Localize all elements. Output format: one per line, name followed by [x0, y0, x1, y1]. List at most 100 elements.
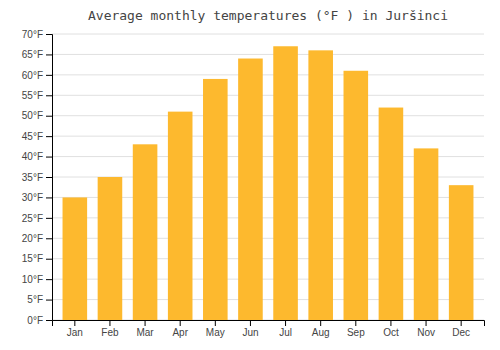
bar — [379, 108, 404, 320]
title: Average monthly temperatures (°F ) in Ju… — [88, 8, 448, 23]
y-tick: 20°F — [22, 233, 52, 244]
y-tick: 70°F — [22, 29, 52, 40]
y-tick-label: 45°F — [22, 131, 43, 142]
bar — [449, 185, 474, 320]
x-tick: Jan — [67, 320, 83, 338]
y-tick-mark — [46, 218, 52, 219]
x-tick-mark — [215, 320, 216, 326]
y-tick-mark — [46, 116, 52, 117]
x-axis-line — [53, 321, 485, 327]
bar — [344, 71, 369, 320]
bars — [63, 46, 474, 320]
y-tick: 65°F — [22, 49, 52, 60]
y-tick: 35°F — [22, 172, 52, 183]
y-tick: 0°F — [27, 315, 52, 326]
x-tick-label: Aug — [312, 327, 330, 338]
bar — [98, 177, 123, 320]
x-tick: Aug — [312, 320, 330, 338]
x-tick-mark — [461, 320, 462, 326]
y-tick-mark — [46, 95, 52, 96]
x-tick-label: Apr — [172, 327, 188, 338]
y-tick-mark — [46, 300, 52, 301]
x-tick-label: Mar — [136, 327, 154, 338]
x-tick-mark — [109, 320, 110, 326]
y-tick-label: 70°F — [22, 29, 43, 40]
grid-line — [52, 136, 484, 137]
y-tick: 25°F — [22, 213, 52, 224]
x-tick: Nov — [417, 320, 435, 338]
y-tick-label: 55°F — [22, 90, 43, 101]
y-tick-mark — [46, 136, 52, 137]
y-tick-label: 40°F — [22, 151, 43, 162]
bar — [168, 112, 193, 320]
x-tick-mark — [145, 320, 146, 326]
y-tick-label: 50°F — [22, 110, 43, 121]
bar — [273, 46, 298, 320]
x-tick-mark — [355, 320, 356, 326]
x-tick-label: Feb — [101, 327, 119, 338]
y-axis-line — [46, 35, 53, 321]
x-tick: Oct — [383, 320, 399, 338]
x-tick: Mar — [136, 320, 154, 338]
bar — [63, 197, 88, 320]
grid — [52, 34, 484, 320]
y-tick-label: 25°F — [22, 213, 43, 224]
x-tick-label: Dec — [452, 327, 470, 338]
y-axis: 0°F 5°F 10°F 15°F 20°F 25°F 30°F 35°F 40°F 45°F 50… — [22, 29, 53, 326]
y-tick: 55°F — [22, 90, 52, 101]
x-tick-mark — [74, 320, 75, 326]
x-tick-mark — [320, 320, 321, 326]
x-tick: May — [206, 320, 225, 338]
x-tick-mark — [285, 320, 286, 326]
plot: 0°F 5°F 10°F 15°F 20°F 25°F 30°F 35°F 40°F 45°F 50… — [22, 29, 485, 338]
x-tick: Feb — [101, 320, 119, 338]
x-tick-label: Jul — [279, 327, 292, 338]
y-tick-label: 30°F — [22, 192, 43, 203]
x-tick: Dec — [452, 320, 470, 338]
y-tick: 15°F — [22, 253, 52, 264]
y-tick: 60°F — [22, 70, 52, 81]
bar — [203, 79, 228, 320]
bar — [238, 59, 263, 320]
x-tick-label: Oct — [383, 327, 399, 338]
x-tick-mark — [426, 320, 427, 326]
y-tick-label: 10°F — [22, 274, 43, 285]
grid-line — [52, 115, 484, 116]
y-tick-label: 5°F — [27, 294, 43, 305]
x-axis: Jan Feb Mar Apr May Jun Jul Aug Sep Oct Nov Dec — [53, 320, 485, 338]
bar — [308, 50, 333, 320]
x-tick-label: Jun — [242, 327, 258, 338]
y-tick-label: 60°F — [22, 70, 43, 81]
chart: 0°F 5°F 10°F 15°F 20°F 25°F 30°F 35°F 40°F 45°F 50… — [0, 0, 500, 350]
x-tick-label: Jan — [67, 327, 83, 338]
x-tick: Apr — [172, 320, 188, 338]
x-tick-label: Nov — [417, 327, 435, 338]
y-tick: 30°F — [22, 192, 52, 203]
y-tick-mark — [46, 157, 52, 158]
grid-line — [52, 54, 484, 55]
bar — [414, 148, 439, 320]
bar — [133, 144, 158, 320]
y-tick-mark — [46, 238, 52, 239]
y-tick-mark — [46, 75, 52, 76]
x-tick: Jul — [279, 320, 292, 338]
y-tick-mark — [46, 54, 52, 55]
x-tick: Jun — [242, 320, 258, 338]
grid-line — [52, 34, 484, 35]
x-tick-mark — [390, 320, 391, 326]
y-tick-mark — [46, 259, 52, 260]
y-tick-mark — [46, 197, 52, 198]
y-tick-label: 20°F — [22, 233, 43, 244]
x-tick-label: May — [206, 327, 225, 338]
y-tick-label: 15°F — [22, 253, 43, 264]
y-tick: 5°F — [27, 294, 52, 305]
y-tick-mark — [46, 320, 52, 321]
grid-line — [52, 74, 484, 75]
x-tick: Sep — [347, 320, 365, 338]
x-tick-mark — [180, 320, 181, 326]
y-tick-mark — [46, 34, 52, 35]
x-tick-mark — [250, 320, 251, 326]
y-tick: 50°F — [22, 110, 52, 121]
y-tick-label: 35°F — [22, 172, 43, 183]
y-tick: 40°F — [22, 151, 52, 162]
